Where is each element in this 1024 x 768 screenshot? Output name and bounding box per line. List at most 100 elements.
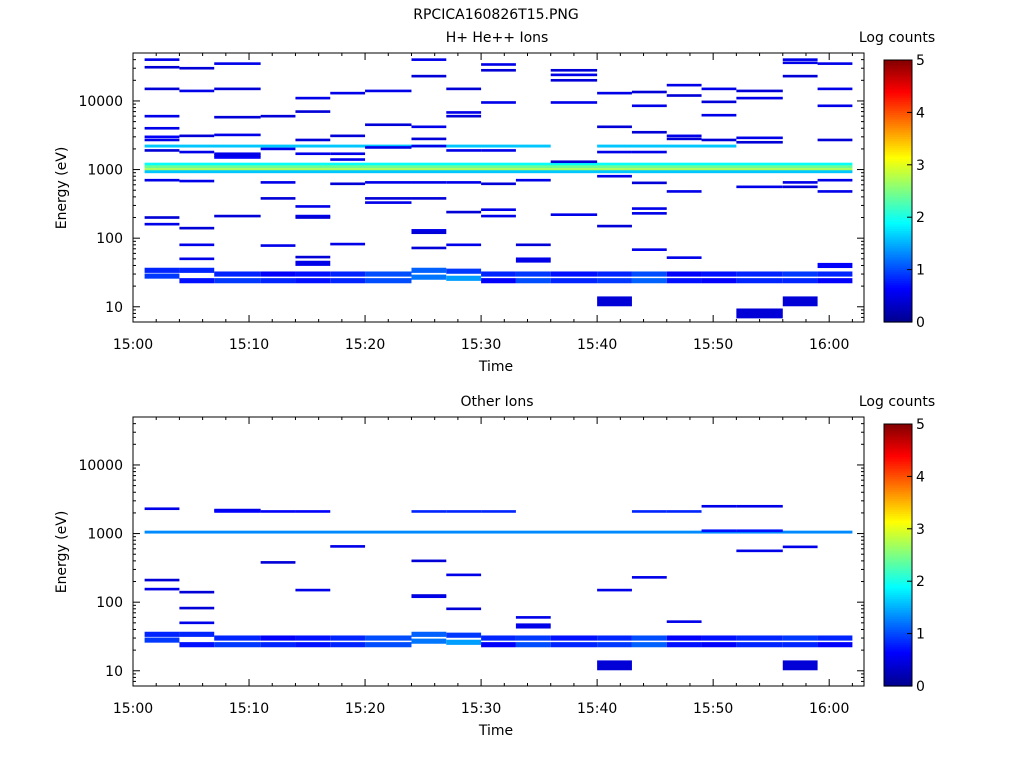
colorbar-segment bbox=[884, 677, 912, 681]
heatmap-cell bbox=[411, 181, 447, 184]
heatmap-cell bbox=[144, 267, 180, 273]
heatmap-cell bbox=[295, 216, 331, 219]
x-tick-label: 15:00 bbox=[113, 701, 153, 717]
heatmap-cell bbox=[365, 123, 412, 127]
heatmap-cell bbox=[701, 642, 737, 648]
colorbar-segment bbox=[884, 434, 912, 438]
colorbar-segment bbox=[884, 75, 912, 79]
heatmap-cell bbox=[446, 268, 482, 274]
heatmap-cell bbox=[144, 637, 180, 643]
colorbar-segment bbox=[884, 276, 912, 279]
colorbar-segment bbox=[884, 313, 912, 317]
heatmap-cell bbox=[179, 226, 215, 230]
colorbar-segment bbox=[884, 186, 912, 190]
panel-bottom-y-ticks: 10 100 1000 10000 bbox=[78, 416, 864, 687]
heatmap-cell bbox=[179, 134, 215, 138]
heatmap-cell bbox=[260, 114, 296, 118]
heatmap-cell bbox=[446, 632, 482, 638]
colorbar-tick-label: 1 bbox=[916, 627, 925, 643]
colorbar-segment bbox=[884, 291, 912, 295]
colorbar-segment bbox=[884, 585, 912, 589]
heatmap-cell bbox=[365, 146, 412, 149]
colorbar-segment bbox=[884, 116, 912, 120]
heatmap-cell bbox=[446, 573, 482, 577]
colorbar-segment bbox=[884, 605, 912, 608]
heatmap-cell bbox=[446, 607, 482, 611]
colorbar-segment bbox=[884, 306, 912, 310]
heatmap-cell bbox=[817, 138, 853, 142]
heatmap-cell bbox=[631, 207, 667, 210]
colorbar-segment bbox=[884, 443, 912, 447]
y-tick-label: 100 bbox=[96, 231, 123, 247]
heatmap-cell bbox=[295, 642, 331, 648]
colorbar-segment bbox=[884, 153, 912, 157]
heatmap-cell bbox=[817, 278, 853, 284]
heatmap-cell bbox=[701, 87, 737, 91]
colorbar-segment bbox=[884, 304, 912, 308]
heatmap-cell bbox=[481, 510, 516, 513]
colorbar-segment bbox=[884, 230, 912, 234]
colorbar-segment bbox=[884, 568, 912, 571]
colorbar-segment bbox=[884, 574, 912, 578]
colorbar-segment bbox=[884, 287, 912, 290]
heatmap-cell bbox=[817, 271, 853, 277]
colorbar-segment bbox=[884, 138, 912, 142]
colorbar-segment bbox=[884, 432, 912, 436]
colorbar-segment bbox=[884, 552, 912, 556]
heatmap-cell bbox=[550, 642, 598, 648]
colorbar-segment bbox=[884, 424, 912, 427]
heatmap-cell bbox=[515, 635, 551, 641]
heatmap-cell bbox=[144, 114, 180, 118]
colorbar-segment bbox=[884, 254, 912, 258]
heatmap-cell bbox=[631, 271, 667, 277]
heatmap-cell bbox=[365, 201, 412, 204]
heatmap-cell bbox=[446, 510, 482, 513]
heatmap-cell bbox=[179, 243, 215, 247]
colorbar-segment bbox=[884, 243, 912, 247]
heatmap-cell bbox=[144, 87, 180, 91]
colorbar-segment bbox=[884, 498, 912, 502]
heatmap-cell bbox=[179, 621, 215, 625]
heatmap-cell bbox=[365, 181, 412, 184]
heatmap-cell bbox=[411, 74, 447, 78]
heatmap-cell bbox=[214, 635, 261, 641]
colorbar-segment bbox=[884, 219, 912, 223]
colorbar-segment bbox=[884, 620, 912, 624]
colorbar-segment bbox=[884, 594, 912, 598]
heatmap-cell bbox=[411, 144, 447, 148]
heatmap-cell bbox=[260, 642, 296, 648]
colorbar-segment bbox=[884, 668, 912, 672]
colorbar-segment bbox=[884, 217, 912, 220]
colorbar-segment bbox=[884, 239, 912, 242]
heatmap-cell bbox=[179, 631, 215, 637]
heatmap-cell bbox=[666, 190, 702, 193]
colorbar-segment bbox=[884, 86, 912, 89]
y-tick-label: 1000 bbox=[87, 163, 123, 179]
colorbar-segment bbox=[884, 311, 912, 314]
colorbar-segment bbox=[884, 474, 912, 477]
heatmap-cell bbox=[144, 216, 180, 219]
heatmap-cell bbox=[515, 243, 551, 247]
heatmap-cell bbox=[214, 156, 261, 159]
colorbar-segment bbox=[884, 528, 912, 532]
heatmap-cell bbox=[736, 549, 783, 553]
colorbar-segment bbox=[884, 302, 912, 306]
colorbar-segment bbox=[884, 430, 912, 434]
heatmap-cell bbox=[411, 559, 447, 563]
heatmap-cell bbox=[446, 639, 482, 645]
colorbar-segment bbox=[884, 496, 912, 499]
colorbar-segment bbox=[884, 136, 912, 140]
colorbar-segment bbox=[884, 437, 912, 440]
heatmap-cell bbox=[295, 510, 331, 513]
heatmap-cell bbox=[597, 271, 632, 277]
colorbar-segment bbox=[884, 445, 912, 449]
colorbar-segment bbox=[884, 62, 912, 65]
heatmap-cell bbox=[782, 74, 818, 78]
colorbar-segment bbox=[884, 245, 912, 249]
heatmap-cell bbox=[701, 529, 737, 533]
colorbar-segment bbox=[884, 317, 912, 321]
heatmap-cell bbox=[481, 635, 516, 641]
heatmap-cell bbox=[144, 58, 180, 61]
heatmap-cell bbox=[295, 255, 331, 259]
